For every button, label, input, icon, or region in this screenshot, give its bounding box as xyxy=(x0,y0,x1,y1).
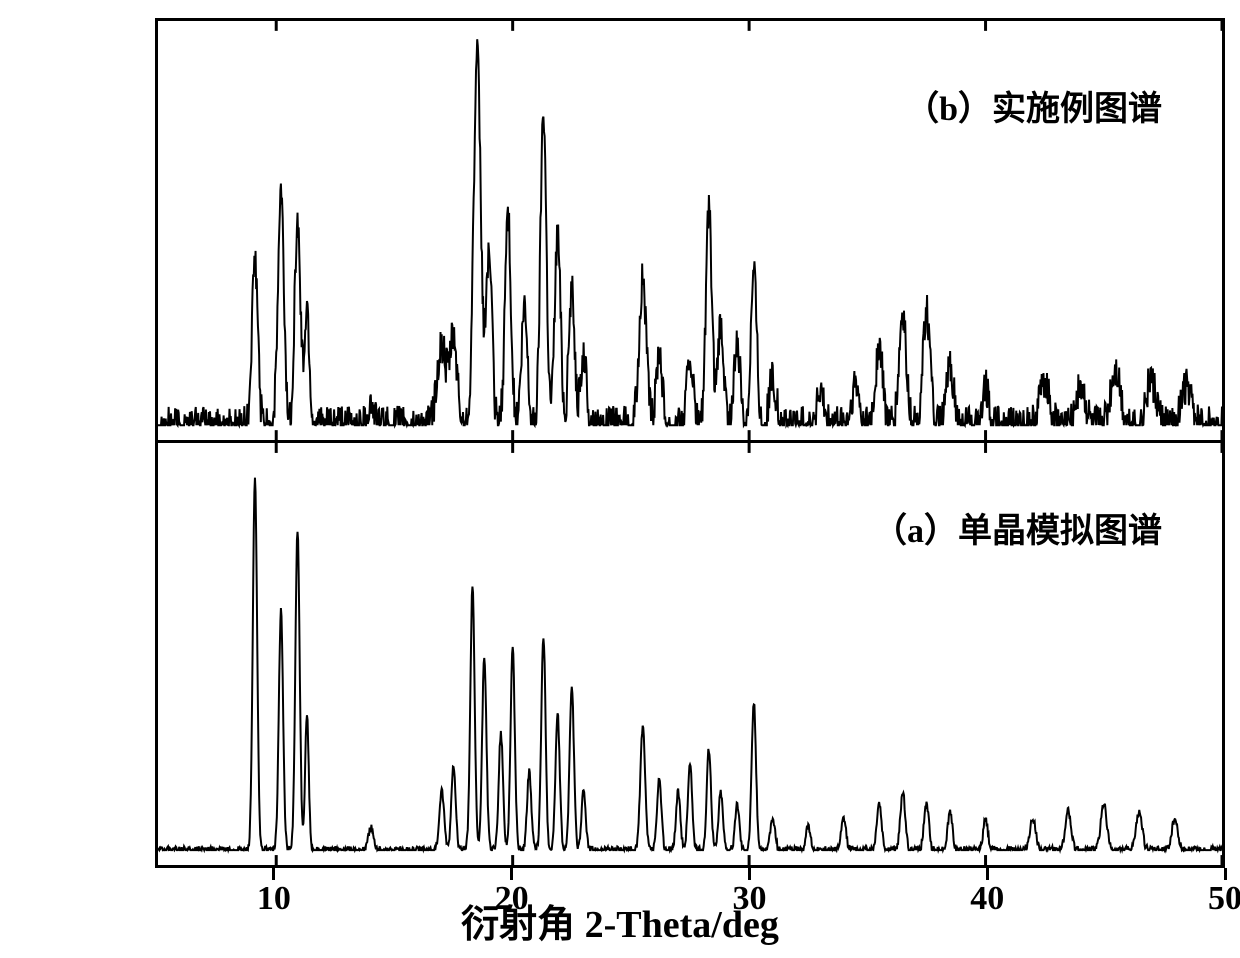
x-tick xyxy=(510,868,513,880)
xrd-chart: 衍射强度 Relative Intensity 衍射角 2-Theta/deg … xyxy=(0,0,1240,958)
panel-b-label: （b）实施例图谱 xyxy=(905,81,1162,130)
x-tick-label: 30 xyxy=(732,880,766,918)
x-axis-ticks: 1020304050 xyxy=(155,868,1225,890)
x-tick-label: 10 xyxy=(257,880,291,918)
x-tick-label: 20 xyxy=(495,880,529,918)
panel-a-label: （a）单晶模拟图谱 xyxy=(873,503,1162,552)
x-tick xyxy=(748,868,751,880)
panel-a-simulated: （a）单晶模拟图谱 xyxy=(158,443,1222,865)
panel-b-experimental: （b）实施例图谱 xyxy=(158,21,1222,443)
x-tick-label: 50 xyxy=(1208,880,1240,918)
plot-area: （b）实施例图谱 （a）单晶模拟图谱 xyxy=(155,18,1225,868)
x-tick xyxy=(272,868,275,880)
x-tick xyxy=(986,868,989,880)
x-tick xyxy=(1224,868,1227,880)
x-tick-label: 40 xyxy=(970,880,1004,918)
